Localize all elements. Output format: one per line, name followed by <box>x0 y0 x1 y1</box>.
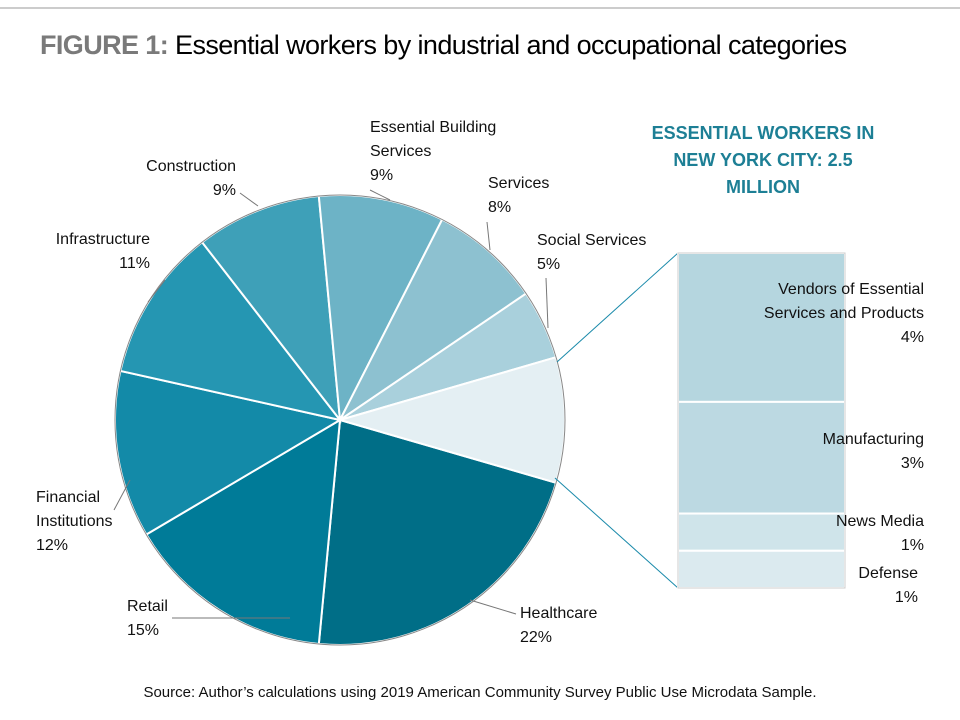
segment-label: Defense 1% <box>758 562 918 610</box>
category-name: Construction <box>146 158 236 175</box>
slice-label: Healthcare 22% <box>520 602 597 650</box>
category-name: Infrastructure <box>55 231 150 248</box>
value-label: 12% <box>36 537 69 554</box>
source: Source: Author’s calculations using 2019… <box>143 684 817 701</box>
slice-label: Services 8% <box>488 172 549 220</box>
category-name: Social Services <box>537 232 647 249</box>
category-name: Healthcare <box>520 605 598 622</box>
slice-label: Infrastructure 11% <box>10 228 150 276</box>
leader-line <box>239 192 259 207</box>
figure-label: FIGURE 1: <box>40 30 169 60</box>
breakdown-title: ESSENTIAL WORKERS IN NEW YORK CITY: 2.5 … <box>651 123 875 197</box>
category-name: Manufacturing <box>822 431 924 448</box>
category-name: Defense <box>858 565 918 582</box>
slice-label: Financial Institutions 12% <box>36 486 146 558</box>
value-label: 1% <box>894 589 918 606</box>
segment-label: Manufacturing 3% <box>759 428 924 476</box>
value-label: 9% <box>212 182 236 199</box>
pie-outline <box>114 194 566 646</box>
leader-line <box>486 221 491 251</box>
value-label: 8% <box>488 199 512 216</box>
connector <box>556 252 679 363</box>
category-name: Essential Building Services <box>370 119 497 160</box>
leader-line <box>113 479 131 511</box>
value-label: 22% <box>520 629 553 646</box>
slice-label: Retail 15% <box>127 595 168 643</box>
title: FIGURE 1: Essential workers by industria… <box>40 30 847 61</box>
category-name: Services <box>488 175 550 192</box>
value-label: 5% <box>537 256 561 273</box>
value-label: 9% <box>370 167 394 184</box>
category-name: Financial Institutions <box>36 489 113 530</box>
slice-label: Essential Building Services 9% <box>370 116 530 188</box>
value-label: 1% <box>900 537 924 554</box>
leader-line <box>545 277 549 329</box>
value-label: 15% <box>127 622 160 639</box>
chart-title: Essential workers by industrial and occu… <box>175 30 847 60</box>
connector <box>554 477 679 589</box>
slice-label: Social Services 5% <box>537 229 646 277</box>
leader-line <box>147 279 166 303</box>
leader-line <box>369 189 391 201</box>
segment-label: News Media 1% <box>759 510 924 558</box>
category-name: News Media <box>835 513 924 530</box>
leader-line <box>469 599 517 615</box>
value-label: 3% <box>900 455 924 472</box>
category-name: Retail <box>127 598 168 615</box>
slice-label: Construction 9% <box>86 155 236 203</box>
bar-outline <box>677 252 846 589</box>
value-label: 4% <box>900 329 924 346</box>
value-label: 11% <box>119 255 150 272</box>
segment-label: Vendors of Essential Services and Produc… <box>759 278 924 350</box>
category-name: Vendors of Essential Services and Produc… <box>763 281 924 322</box>
